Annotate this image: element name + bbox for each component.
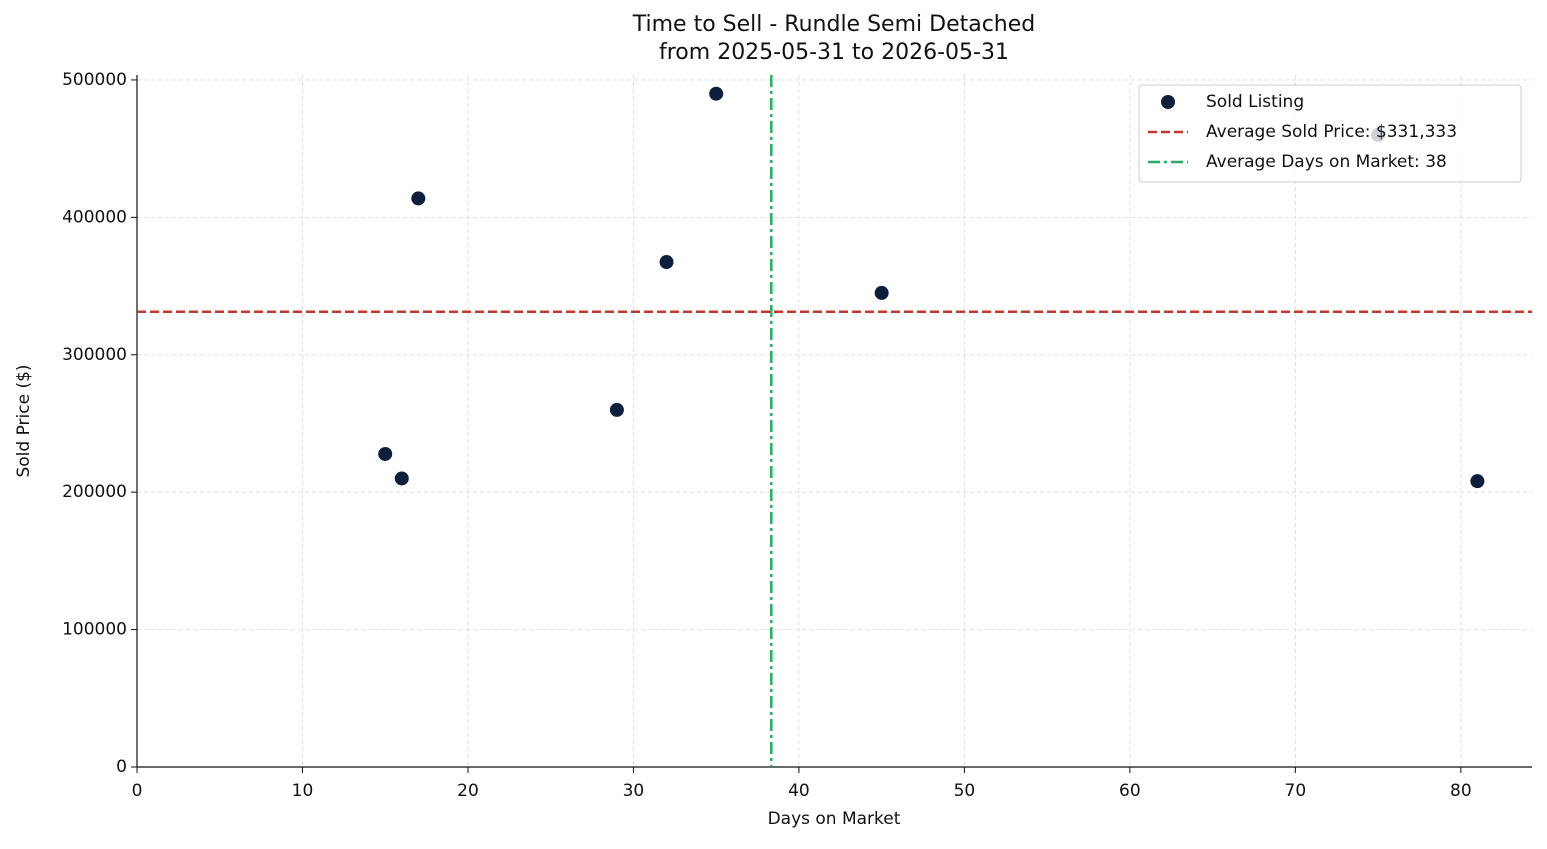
y-tick-label: 400000 [62, 207, 127, 227]
y-tick-label: 500000 [62, 70, 127, 90]
y-tick-label: 100000 [62, 620, 127, 640]
point [378, 446, 393, 461]
legend-label: Average Days on Market: 38 [1206, 152, 1447, 172]
x-tick-label: 0 [132, 781, 143, 801]
point [1470, 474, 1485, 489]
x-tick-label: 40 [788, 781, 810, 801]
x-tick-label: 70 [1285, 781, 1307, 801]
chart-title: Time to Sell - Rundle Semi Detached [632, 12, 1036, 37]
point [874, 285, 889, 300]
legend-label: Average Sold Price: $331,333 [1206, 122, 1457, 142]
x-tick-label: 50 [954, 781, 976, 801]
x-tick-label: 60 [1119, 781, 1141, 801]
point [609, 402, 624, 417]
chart-subtitle: from 2025-05-31 to 2026-05-31 [659, 40, 1009, 65]
x-axis-label: Days on Market [768, 809, 901, 829]
x-tick-label: 80 [1450, 781, 1472, 801]
legend-box [1138, 84, 1522, 183]
y-tick-label: 300000 [62, 345, 127, 365]
point [394, 471, 409, 486]
x-tick-label: 20 [457, 781, 479, 801]
x-tick-label: 10 [292, 781, 314, 801]
legend-label: Sold Listing [1206, 92, 1304, 112]
y-tick-label: 200000 [62, 482, 127, 502]
point [659, 255, 674, 270]
y-tick-label: 0 [116, 757, 127, 777]
x-tick-label: 30 [623, 781, 645, 801]
point [709, 86, 724, 101]
y-axis-label: Sold Price ($) [14, 364, 34, 477]
legend-marker [1161, 95, 1175, 109]
point [411, 191, 426, 206]
